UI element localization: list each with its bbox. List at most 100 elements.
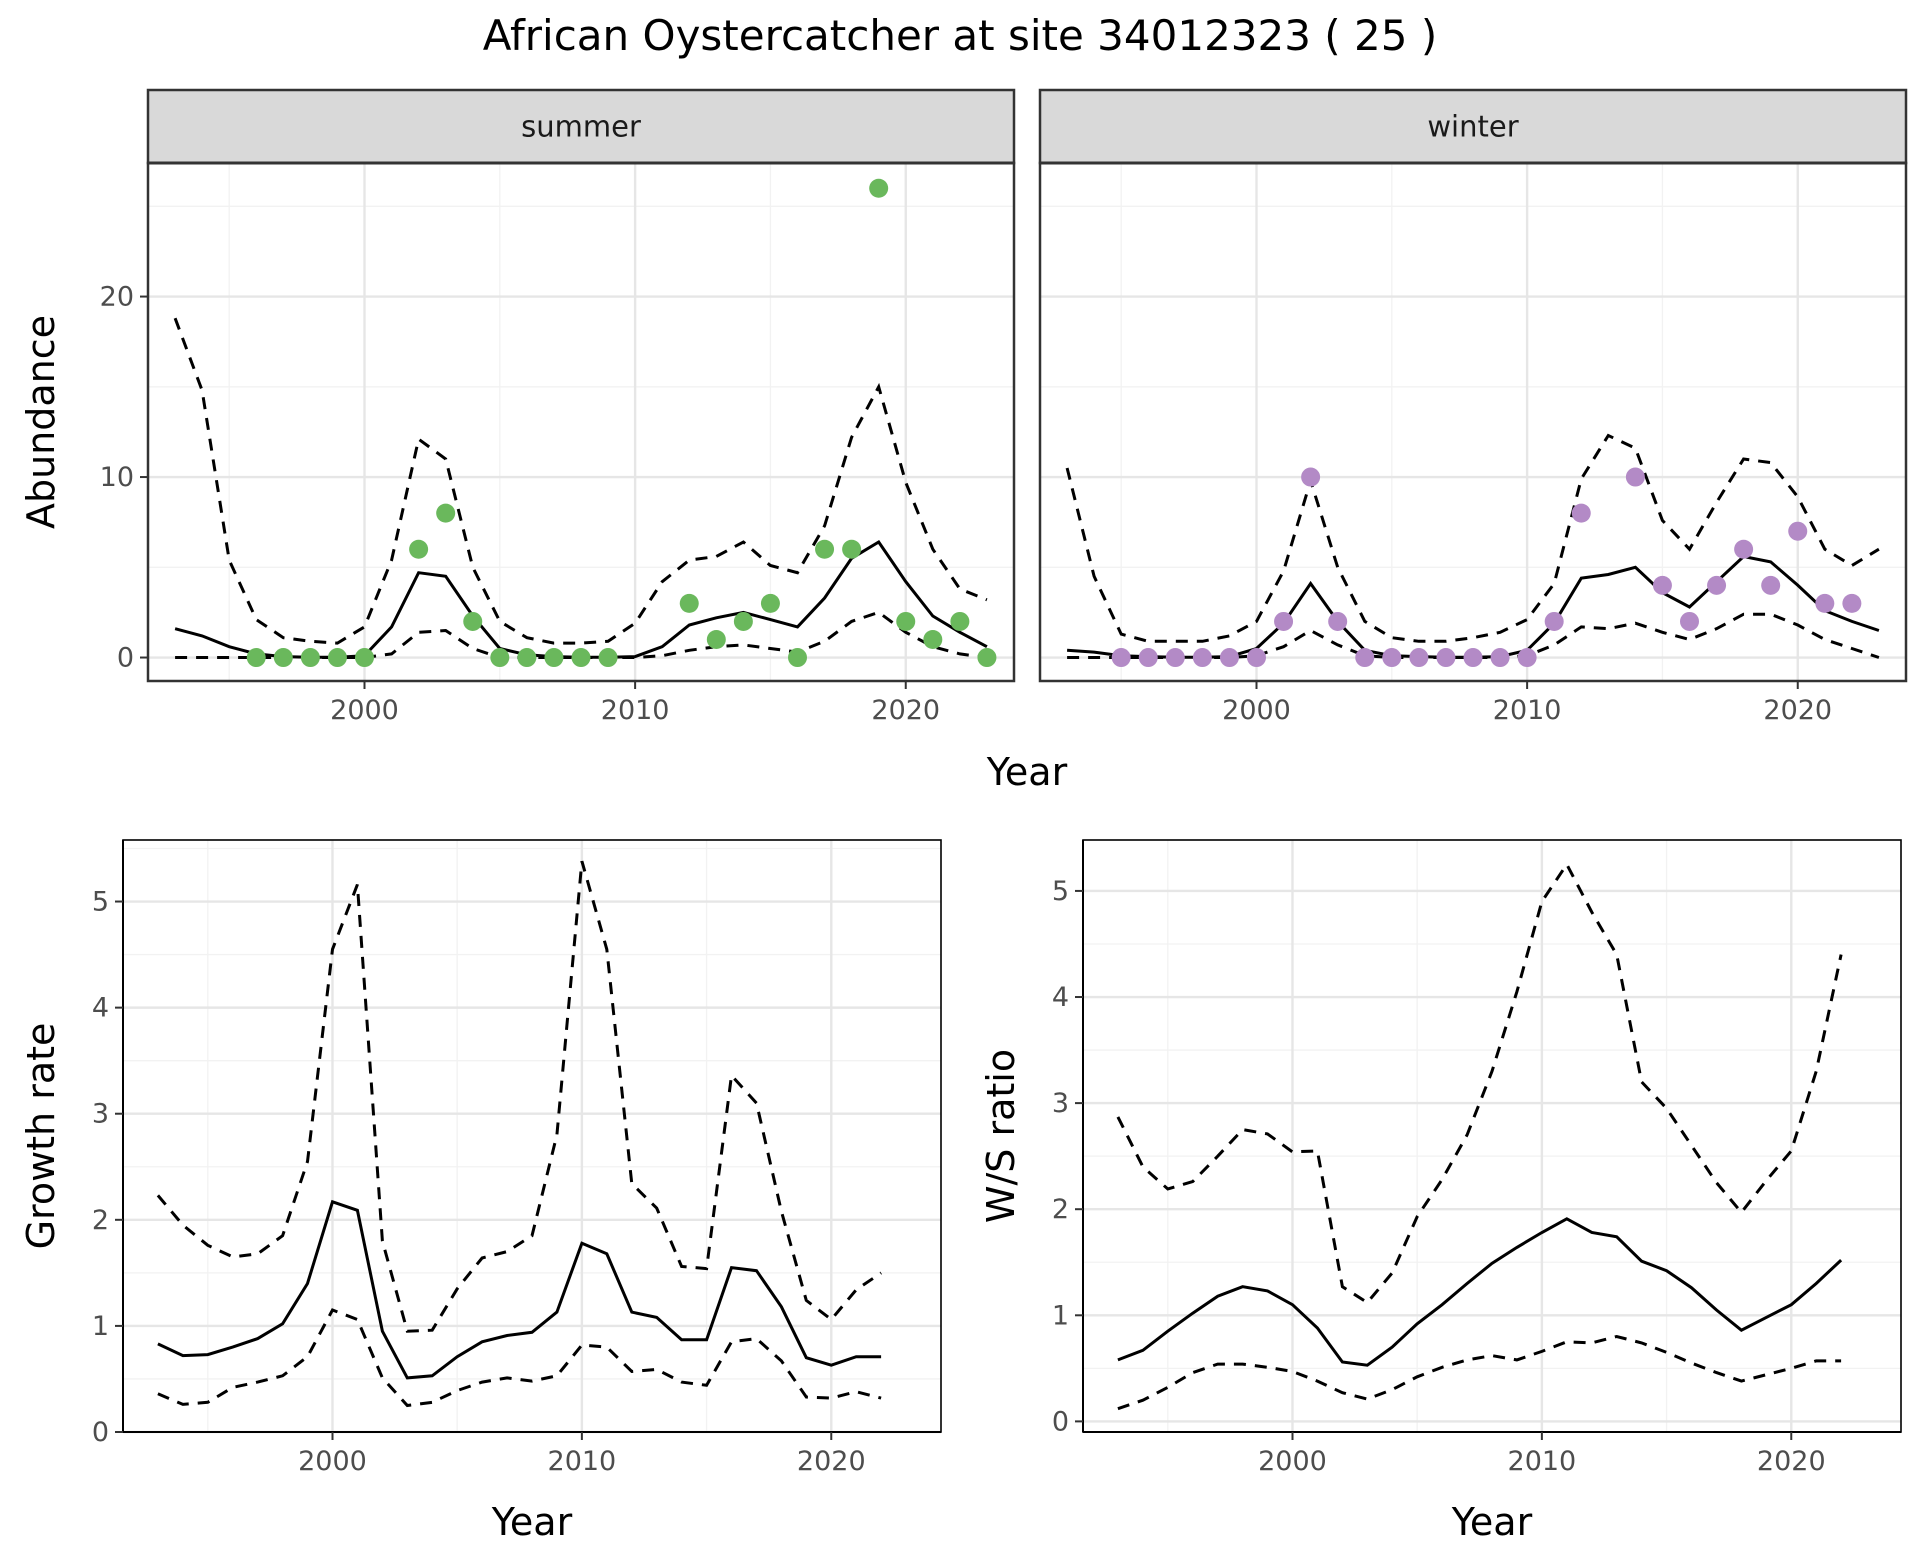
abundance-summer-data-point (300, 648, 320, 668)
abundance-summer-data-point (706, 629, 726, 649)
growth-panel-lower-line (157, 1308, 882, 1408)
abundance-summer-data-point (815, 539, 835, 559)
abundance-summer-y-tick-label: 10 (100, 462, 134, 493)
growth-panel-y-tick-label: 3 (92, 1099, 109, 1130)
growth-panel-y-tick-label: 5 (92, 887, 109, 918)
abundance-summer-data-point (463, 611, 483, 631)
abundance-summer-data-point (977, 648, 997, 668)
abundance-summer-x-tick-label: 2020 (871, 695, 940, 726)
abundance-summer-data-point (733, 611, 753, 631)
abundance-summer-data-point (760, 593, 780, 613)
growth-panel-y-axis-title: Growth rate (19, 1023, 63, 1250)
ratio-panel-upper-line (1116, 861, 1843, 1305)
abundance-winter-data-point (1355, 648, 1375, 668)
abundance-winter-upper-ci-line (1065, 433, 1880, 643)
abundance-winter-data-point (1382, 648, 1402, 668)
abundance-summer-data-point (327, 648, 347, 668)
abundance-winter-data-point (1301, 467, 1321, 487)
abundance-winter-strip-label: winter (1427, 110, 1518, 144)
abundance-x-axis-title: Year (986, 750, 1068, 794)
abundance-summer-data-point (788, 648, 807, 668)
abundance-winter-data-point (1652, 575, 1672, 595)
abundance-winter-x-tick-label: 2000 (1222, 695, 1291, 726)
abundance-winter-data-point (1734, 539, 1754, 559)
abundance-winter-data-point (1761, 575, 1781, 595)
growth-panel-y-tick-label: 2 (92, 1205, 109, 1236)
abundance-summer-data-point (571, 648, 591, 668)
ratio-panel-y-tick-label: 3 (1052, 1088, 1069, 1119)
abundance-summer-data-point (490, 648, 510, 668)
abundance-y-axis-title: Abundance (19, 315, 63, 529)
abundance-winter-data-point (1219, 648, 1239, 668)
abundance-winter-data-point (1409, 648, 1429, 668)
abundance-summer-data-point (923, 629, 943, 649)
abundance-winter-panel: winter 2000 2010 2020 (1038, 88, 1908, 726)
ratio-panel-y-tick-label: 1 (1052, 1300, 1069, 1331)
abundance-winter-x-tick-label: 2020 (1763, 695, 1832, 726)
abundance-summer-data-point (896, 611, 916, 631)
abundance-summer-data-point (355, 648, 374, 668)
abundance-winter-data-point (1247, 648, 1266, 668)
growth-panel-x-tick-label: 2020 (797, 1446, 866, 1477)
ratio-panel-border (1082, 839, 1902, 1433)
main-title: African Oystercatcher at site 34012323 (… (483, 11, 1437, 60)
abundance-winter-data-point (1436, 648, 1456, 668)
abundance-summer-data-point (598, 648, 618, 668)
abundance-winter-data-point (1138, 648, 1158, 668)
abundance-winter-data-point (1463, 648, 1483, 668)
abundance-winter-x-tick-label: 2010 (1493, 695, 1562, 726)
abundance-summer-data-point (273, 648, 293, 668)
abundance-winter-data-point (1274, 611, 1294, 631)
ratio-panel-estimate-line (1117, 1217, 1843, 1367)
ratio-panel-plot-area (1083, 840, 1901, 1432)
abundance-summer-x-tick-label: 2010 (601, 695, 670, 726)
ratio-panel-y-tick-label: 4 (1052, 982, 1069, 1013)
abundance-summer-strip-label: summer (521, 110, 641, 144)
ratio-panel-y-tick-label: 0 (1052, 1406, 1069, 1437)
abundance-winter-data-point (1328, 611, 1348, 631)
abundance-summer-data-point (544, 648, 564, 668)
abundance-winter-data-point (1707, 575, 1727, 595)
abundance-winter-plot-area (1040, 163, 1906, 681)
ratio-panel-x-axis-title: Year (1451, 1500, 1533, 1544)
abundance-winter-data-point (1625, 467, 1645, 487)
abundance-summer-data-point (950, 611, 970, 631)
abundance-summer-data-point (246, 648, 266, 668)
abundance-winter-data-point (1815, 593, 1835, 613)
abundance-summer-y-tick-label: 0 (117, 643, 134, 674)
abundance-winter-data-point (1165, 648, 1185, 668)
ratio-panel-x-tick-label: 2020 (1757, 1446, 1826, 1477)
abundance-winter-data-point (1842, 593, 1862, 613)
abundance-summer-data-point (869, 178, 889, 198)
abundance-winter-data-point (1788, 521, 1808, 541)
abundance-summer-upper-ci-line (173, 317, 988, 645)
abundance-winter-strip (1038, 88, 1908, 165)
growth-panel-estimate-line (157, 1199, 882, 1380)
growth-panel-upper-line (156, 860, 882, 1333)
growth-panel-y-tick-label: 0 (92, 1417, 109, 1448)
abundance-summer-data-point (436, 503, 456, 523)
abundance-winter-data-point (1192, 648, 1212, 668)
ratio-panel-y-axis-title: W/S ratio (979, 1049, 1023, 1223)
abundance-summer-x-tick-label: 2000 (330, 695, 399, 726)
ratio-chart: 2000 2010 2020 0 1 2 3 4 5 Year W/S ratio (979, 839, 1902, 1544)
ratio-panel-x-tick-label: 2000 (1258, 1446, 1327, 1477)
growth-panel-x-tick-label: 2010 (548, 1446, 617, 1477)
abundance-summer-data-point (842, 539, 862, 559)
abundance-summer-data-point (679, 593, 699, 613)
abundance-winter-data-point (1680, 611, 1699, 631)
abundance-summer-panel: summer 2000 2010 2020 0 10 20 (100, 88, 1016, 726)
ratio-panel-y-tick-label: 5 (1052, 876, 1069, 907)
ratio-panel-y-tick-label: 2 (1052, 1194, 1069, 1225)
ratio-panel-lower-line (1117, 1334, 1842, 1411)
abundance-summer-data-point (409, 539, 429, 559)
abundance-winter-data-point (1544, 611, 1564, 631)
growth-panel-x-tick-label: 2000 (298, 1446, 367, 1477)
abundance-summer-plot-area (148, 163, 1014, 681)
growth-panel-y-tick-label: 4 (92, 993, 109, 1024)
growth-chart: 2000 2010 2020 0 1 2 3 4 5 Year Growth rate (19, 839, 942, 1544)
growth-panel-x-axis-title: Year (491, 1500, 573, 1544)
abundance-winter-data-point (1571, 503, 1591, 523)
